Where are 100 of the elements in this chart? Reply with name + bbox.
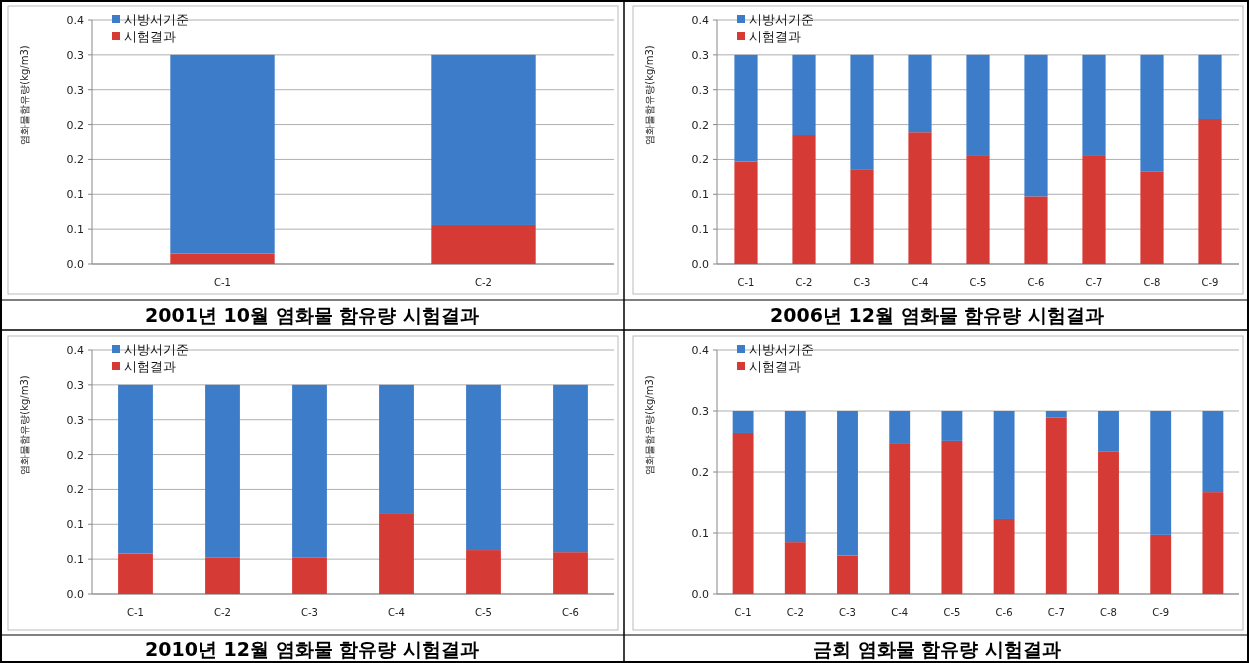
bar <box>993 518 1015 594</box>
y-tick-label: 0.3 <box>66 378 84 392</box>
y-tick-label: 0.2 <box>66 448 84 462</box>
y-tick-label: 0.1 <box>66 553 84 567</box>
y-tick-label: 0.1 <box>66 518 84 532</box>
bar <box>1082 155 1106 264</box>
y-axis-title: 염화물함유량(kg/m3) <box>644 375 655 475</box>
bar <box>966 54 990 156</box>
text: 2010년 12월 염화물 함유량 시험결과 <box>145 638 479 660</box>
y-tick-label: 0.2 <box>691 118 709 132</box>
bar <box>1045 411 1067 418</box>
y-tick-label: 0.0 <box>66 588 84 601</box>
y-axis-title: 염화물함유량(kg/m3) <box>19 45 30 145</box>
bar <box>732 411 754 433</box>
y-axis-title: 염화물함유량(kg/m3) <box>644 45 655 145</box>
x-tick-label: C-1 <box>737 277 755 288</box>
x-tick-label: C-7 <box>1047 607 1065 618</box>
x-tick-label: C-1 <box>734 607 752 618</box>
bar <box>170 253 275 264</box>
bar <box>734 54 758 162</box>
bar <box>784 411 806 543</box>
bar <box>1024 54 1048 197</box>
bar <box>1202 411 1224 493</box>
legend-label: 시험결과 <box>749 359 801 374</box>
x-tick-label: C-3 <box>853 277 871 288</box>
x-tick-label: C-5 <box>969 277 987 288</box>
bar <box>292 384 327 558</box>
bar <box>553 384 588 553</box>
bar <box>1198 118 1222 264</box>
bar <box>734 161 758 264</box>
y-tick-label: 0.2 <box>691 466 709 479</box>
x-tick-label: C-7 <box>1085 277 1103 288</box>
y-tick-label: 0.1 <box>66 188 84 202</box>
y-tick-label: 0.3 <box>691 48 709 62</box>
bar <box>466 550 501 594</box>
y-tick-label: 0.1 <box>691 527 709 540</box>
text: 2006년 12월 염화물 함유량 시험결과 <box>770 304 1104 326</box>
bar <box>850 54 874 170</box>
legend-label: 시방서기준 <box>124 342 189 357</box>
y-tick-label: 0.0 <box>691 588 709 601</box>
bar <box>205 557 240 594</box>
x-tick-label: C-2 <box>475 277 492 288</box>
bar <box>1045 417 1067 594</box>
x-tick-label: C-9 <box>1201 277 1219 288</box>
x-tick-label: C-3 <box>301 607 318 618</box>
bar <box>908 54 932 133</box>
bar <box>784 542 806 594</box>
x-tick-label: C-6 <box>995 607 1013 618</box>
x-tick-label: C-1 <box>127 607 144 618</box>
bar <box>292 557 327 594</box>
bar <box>1082 54 1106 156</box>
bar <box>941 440 963 594</box>
y-tick-label: 0.3 <box>66 83 84 97</box>
bar <box>431 224 536 264</box>
y-tick-label: 0.3 <box>691 405 709 418</box>
bar <box>1140 54 1164 172</box>
x-tick-label: C-4 <box>891 607 909 618</box>
bar <box>908 132 932 264</box>
x-tick-label: C-2 <box>795 277 813 288</box>
bar <box>205 384 240 558</box>
text: 2001년 10월 염화물 함유량 시험결과 <box>145 304 479 326</box>
bar <box>170 54 275 254</box>
bar <box>379 384 414 514</box>
x-tick-label: C-4 <box>911 277 929 288</box>
bar <box>1024 196 1048 264</box>
bar <box>1150 411 1172 535</box>
y-tick-label: 0.1 <box>691 188 709 202</box>
y-tick-label: 0.4 <box>691 344 709 357</box>
y-tick-label: 0.3 <box>66 413 84 427</box>
x-tick-label: C-3 <box>839 607 856 618</box>
x-tick-label: C-4 <box>388 607 405 618</box>
y-tick-label: 0.2 <box>66 483 84 497</box>
bar <box>1140 171 1164 264</box>
y-tick-label: 0.3 <box>66 48 84 62</box>
bar <box>732 432 754 594</box>
bar <box>993 411 1015 519</box>
legend-label: 시방서기준 <box>749 12 814 27</box>
bar <box>379 513 414 594</box>
x-tick-label: C-6 <box>562 607 579 618</box>
x-tick-label: C-2 <box>786 607 804 618</box>
bar <box>118 553 153 594</box>
y-tick-label: 0.2 <box>66 153 84 167</box>
text: 금회 염화물 함유량 시험결과 <box>813 638 1061 660</box>
bar <box>941 411 963 441</box>
x-tick-label: C-6 <box>1027 277 1045 288</box>
legend-label: 시방서기준 <box>749 342 814 357</box>
bar <box>966 155 990 264</box>
y-tick-label: 0.4 <box>691 14 709 27</box>
bar <box>889 443 911 594</box>
x-tick-label: C-5 <box>475 607 492 618</box>
bar <box>837 555 858 594</box>
y-tick-label: 0.1 <box>66 223 84 237</box>
y-tick-label: 0.0 <box>691 258 709 271</box>
bar <box>1198 54 1222 119</box>
bar <box>837 411 858 556</box>
y-tick-label: 0.4 <box>66 344 84 357</box>
x-tick-label: C-2 <box>214 607 231 618</box>
bar <box>1098 451 1119 594</box>
x-tick-label: C-8 <box>1100 607 1117 618</box>
bar <box>792 54 816 136</box>
